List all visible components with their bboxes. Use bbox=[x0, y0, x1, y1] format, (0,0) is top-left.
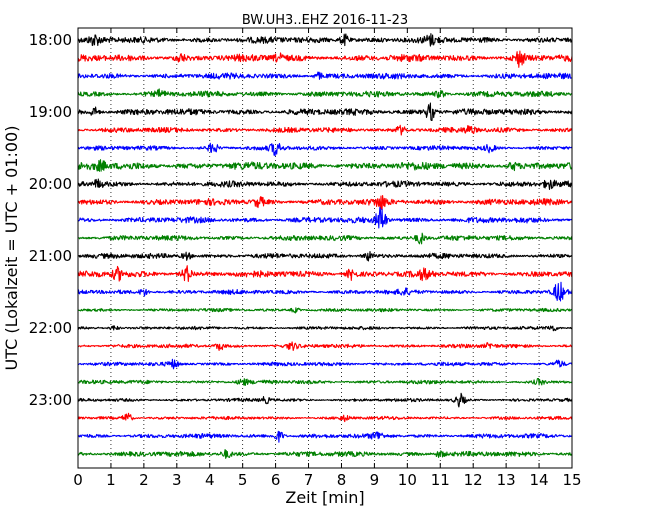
trace-line bbox=[77, 251, 573, 262]
x-tick-label: 14 bbox=[530, 471, 549, 489]
x-tick-label: 3 bbox=[172, 471, 182, 489]
trace-line bbox=[77, 71, 573, 80]
trace-line bbox=[77, 265, 573, 283]
trace-line bbox=[77, 412, 573, 423]
trace-line bbox=[77, 159, 573, 172]
x-tick-label: 2 bbox=[139, 471, 149, 489]
trace-line bbox=[77, 178, 573, 190]
y-tick-label: 22:00 bbox=[29, 319, 72, 337]
y-tick-label: 19:00 bbox=[29, 103, 72, 121]
x-tick-label: 13 bbox=[497, 471, 516, 489]
trace-line bbox=[77, 124, 573, 136]
x-tick-label: 9 bbox=[370, 471, 380, 489]
chart-title: BW.UH3..EHZ 2016-11-23 bbox=[242, 13, 408, 28]
axis-ticks: 0 1 2 3 4 5 6 7 8 9 10 11 12 13 14 1518:0019:0020:0021:… bbox=[29, 28, 582, 489]
x-tick-label: 8 bbox=[337, 471, 347, 489]
trace-line bbox=[77, 358, 573, 370]
trace-line bbox=[77, 142, 573, 157]
trace-line bbox=[77, 206, 573, 229]
trace-line bbox=[77, 232, 573, 245]
trace-line bbox=[77, 430, 573, 443]
x-tick-label: 5 bbox=[238, 471, 248, 489]
y-tick-label: 23:00 bbox=[29, 391, 72, 409]
x-tick-label: 7 bbox=[304, 471, 314, 489]
trace-line bbox=[77, 449, 573, 459]
y-tick-label: 21:00 bbox=[29, 247, 72, 265]
x-tick-label: 10 bbox=[398, 471, 417, 489]
trace-line bbox=[77, 307, 573, 314]
y-axis-label: UTC (Lokalzeit = UTC + 01:00) bbox=[2, 126, 21, 371]
trace-line bbox=[77, 50, 573, 68]
trace-line bbox=[77, 33, 573, 47]
x-tick-label: 4 bbox=[205, 471, 215, 489]
plot-frame bbox=[77, 27, 573, 469]
trace-line bbox=[77, 281, 573, 302]
trace-line bbox=[77, 102, 573, 122]
x-tick-label: 11 bbox=[431, 471, 450, 489]
x-tick-label: 1 bbox=[106, 471, 116, 489]
trace-line bbox=[77, 88, 573, 99]
y-tick-label: 20:00 bbox=[29, 175, 72, 193]
seismogram-traces bbox=[77, 33, 573, 459]
x-tick-label: 0 bbox=[73, 471, 83, 489]
x-axis-label: Zeit [min] bbox=[285, 488, 364, 507]
y-tick-label: 18:00 bbox=[29, 31, 72, 49]
grid-lines bbox=[110, 28, 540, 468]
x-tick-label: 15 bbox=[562, 471, 581, 489]
trace-line bbox=[77, 392, 573, 408]
x-tick-label: 12 bbox=[464, 471, 483, 489]
x-tick-label: 6 bbox=[271, 471, 281, 489]
trace-line bbox=[77, 325, 573, 332]
trace-line bbox=[77, 377, 573, 386]
trace-line bbox=[77, 341, 573, 352]
trace-line bbox=[77, 195, 573, 211]
